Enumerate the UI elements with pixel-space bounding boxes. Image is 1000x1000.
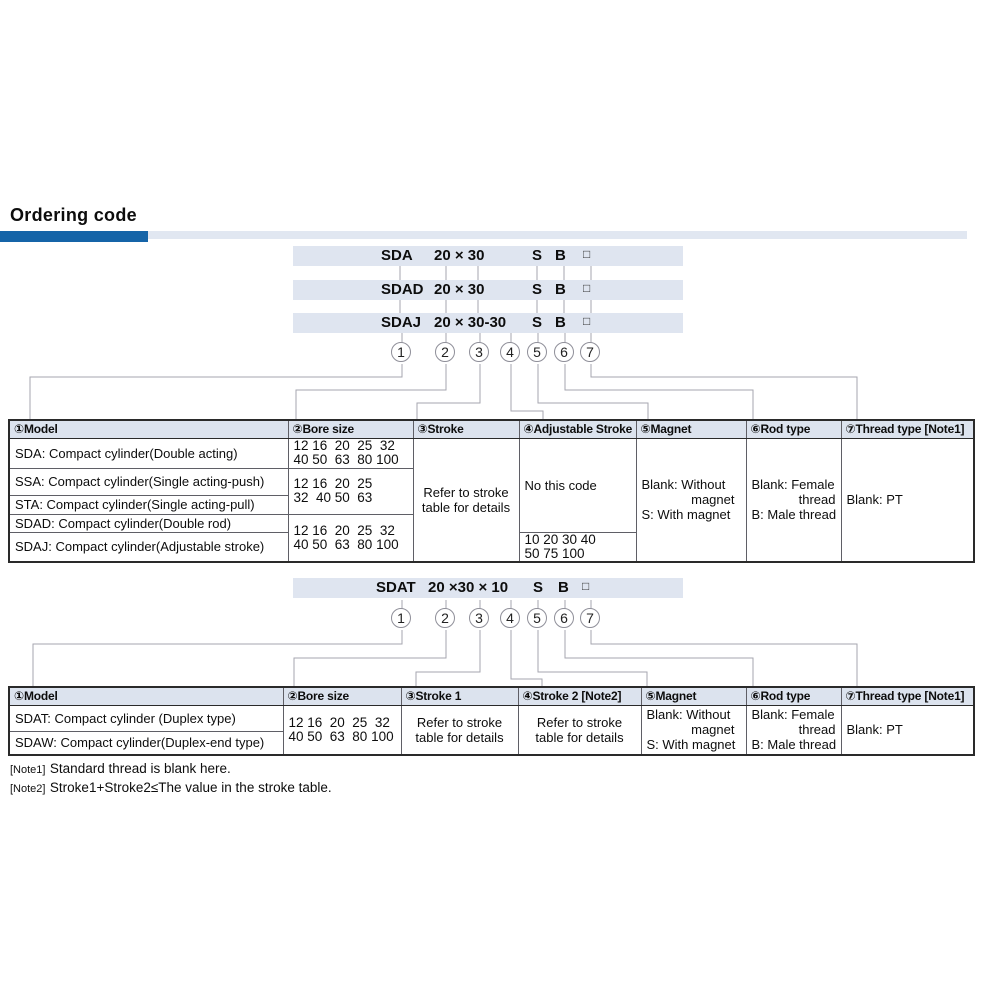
blank-option-box-icon: □ bbox=[582, 579, 590, 593]
t1-stroke-cell: Refer to stroke table for details bbox=[412, 437, 520, 562]
t1-header-model: ①Model bbox=[8, 419, 289, 439]
position-marker-5: 5 bbox=[527, 608, 547, 628]
t2-model-sdaw: SDAW: Compact cylinder(Duplex-end type) bbox=[8, 730, 284, 756]
magnet-option-blank: Blank: Without bbox=[641, 477, 726, 492]
position-marker-2: 2 bbox=[435, 342, 455, 362]
t1-bore-ssa-sta: 12 16 20 25 32 40 50 63 bbox=[287, 467, 414, 515]
code-rod: B bbox=[555, 247, 566, 264]
t1-model-sda: SDA: Compact cylinder(Double acting) bbox=[8, 437, 289, 469]
position-marker-2: 2 bbox=[435, 608, 455, 628]
t2-thread-type-cell: Blank: PT bbox=[840, 704, 975, 756]
magnet-option-s: S: With magnet bbox=[646, 737, 736, 753]
code-magnet: S bbox=[532, 314, 543, 331]
magnet-option-blank-cont: magnet bbox=[691, 722, 735, 738]
title-rule-dark bbox=[0, 231, 148, 242]
t1-adjustable-stroke-cell: No this code bbox=[518, 437, 637, 533]
blank-option-box-icon: □ bbox=[583, 247, 591, 261]
t1-bore-sda: 12 16 20 25 32 40 50 63 80 100 bbox=[287, 437, 414, 469]
t2-model-sdat: SDAT: Compact cylinder (Duplex type) bbox=[8, 704, 284, 732]
code-bar-sdad: SDAD 20 × 30 S B □ bbox=[293, 280, 683, 300]
t2-magnet-cell: Blank: Without magnet S: With magnet bbox=[640, 704, 747, 756]
t2-stroke1-cell: Refer to stroke table for details bbox=[400, 704, 519, 756]
rod-option-blank: Blank: Female bbox=[751, 707, 835, 723]
footnote-1: [Note1] Standard thread is blank here. bbox=[10, 760, 231, 778]
t1-model-sta: STA: Compact cylinder(Single acting-pull… bbox=[8, 494, 289, 515]
code-size: 20 × 30 bbox=[434, 281, 485, 298]
position-marker-1: 1 bbox=[391, 608, 411, 628]
position-marker-1: 1 bbox=[391, 342, 411, 362]
position-marker-6: 6 bbox=[554, 608, 574, 628]
code-model: SDAT bbox=[376, 579, 416, 596]
position-marker-3: 3 bbox=[469, 342, 489, 362]
code-size: 20 ×30 × 10 bbox=[428, 579, 509, 596]
code-magnet: S bbox=[532, 281, 543, 298]
footnote-text: Stroke1+Stroke2≤The value in the stroke … bbox=[49, 780, 332, 795]
code-model: SDA bbox=[381, 247, 413, 264]
t1-header-adjustable-stroke: ④Adjustable Stroke bbox=[518, 419, 637, 439]
t2-header-model: ①Model bbox=[8, 686, 284, 706]
code-bar-sdat: SDAT 20 ×30 × 10 S B □ bbox=[293, 578, 683, 598]
t2-stroke2-cell: Refer to stroke table for details bbox=[517, 704, 642, 756]
ordering-table-2: ①Model ②Bore size ③Stroke 1 ④Stroke 2 [N… bbox=[8, 686, 975, 756]
t1-bore-sdad-sdaj: 12 16 20 25 32 40 50 63 80 100 bbox=[287, 513, 414, 562]
t2-rod-type-cell: Blank: Female thread B: Male thread bbox=[745, 704, 842, 756]
code-magnet: S bbox=[533, 579, 544, 596]
code-size: 20 × 30 bbox=[434, 247, 485, 264]
code-size: 20 × 30-30 bbox=[434, 314, 507, 331]
t1-header-thread-type: ⑦Thread type [Note1] bbox=[840, 419, 975, 439]
position-marker-7: 7 bbox=[580, 608, 600, 628]
t2-header-stroke2: ④Stroke 2 [Note2] bbox=[517, 686, 642, 706]
code-rod: B bbox=[558, 579, 569, 596]
rod-option-blank-cont: thread bbox=[798, 722, 836, 738]
t1-model-sdaj: SDAJ: Compact cylinder(Adjustable stroke… bbox=[8, 531, 289, 562]
t1-header-stroke: ③Stroke bbox=[412, 419, 520, 439]
position-marker-5: 5 bbox=[527, 342, 547, 362]
code-bar-sdaj: SDAJ 20 × 30-30 S B □ bbox=[293, 313, 683, 333]
rod-option-blank: Blank: Female bbox=[751, 477, 835, 492]
magnet-option-blank-cont: magnet bbox=[691, 492, 735, 507]
t1-thread-type-cell: Blank: PT bbox=[840, 437, 975, 562]
t2-header-thread-type: ⑦Thread type [Note1] bbox=[840, 686, 975, 706]
t1-header-rod-type: ⑥Rod type bbox=[745, 419, 842, 439]
t2-header-stroke1: ③Stroke 1 bbox=[400, 686, 519, 706]
rod-option-b: B: Male thread bbox=[751, 507, 837, 522]
t1-rod-type-cell: Blank: Female thread B: Male thread bbox=[745, 437, 842, 562]
rod-option-blank-cont: thread bbox=[798, 492, 836, 507]
title-rule-light bbox=[0, 231, 967, 239]
footnote-tag: [Note2] bbox=[10, 783, 46, 795]
t1-header-magnet: ⑤Magnet bbox=[635, 419, 747, 439]
footnote-2: [Note2] Stroke1+Stroke2≤The value in the… bbox=[10, 779, 332, 797]
position-marker-4: 4 bbox=[500, 342, 520, 362]
code-bar-sda: SDA 20 × 30 S B □ bbox=[293, 246, 683, 266]
code-magnet: S bbox=[532, 247, 543, 264]
code-rod: B bbox=[555, 281, 566, 298]
t2-header-rod-type: ⑥Rod type bbox=[745, 686, 842, 706]
position-marker-6: 6 bbox=[554, 342, 574, 362]
magnet-option-blank: Blank: Without bbox=[646, 707, 731, 723]
t2-header-magnet: ⑤Magnet bbox=[640, 686, 747, 706]
t1-model-sdad: SDAD: Compact cylinder(Double rod) bbox=[8, 513, 289, 533]
ordering-table-1: ①Model ②Bore size ③Stroke ④Adjustable St… bbox=[8, 419, 975, 563]
position-marker-4: 4 bbox=[500, 608, 520, 628]
t1-magnet-cell: Blank: Without magnet S: With magnet bbox=[635, 437, 747, 562]
footnote-text: Standard thread is blank here. bbox=[49, 761, 231, 776]
code-model: SDAD bbox=[381, 281, 424, 298]
blank-option-box-icon: □ bbox=[583, 281, 591, 295]
footnote-tag: [Note1] bbox=[10, 764, 46, 776]
t1-adjustable-stroke-values: 10 20 30 40 50 75 100 bbox=[518, 531, 637, 562]
t2-bore-cell: 12 16 20 25 32 40 50 63 80 100 bbox=[282, 704, 402, 756]
t1-model-ssa: SSA: Compact cylinder(Single acting-push… bbox=[8, 467, 289, 496]
position-marker-7: 7 bbox=[580, 342, 600, 362]
magnet-option-s: S: With magnet bbox=[641, 507, 731, 522]
position-marker-3: 3 bbox=[469, 608, 489, 628]
rod-option-b: B: Male thread bbox=[751, 737, 837, 753]
page-title: Ordering code bbox=[10, 205, 137, 225]
code-model: SDAJ bbox=[381, 314, 422, 331]
code-rod: B bbox=[555, 314, 566, 331]
t1-header-bore: ②Bore size bbox=[287, 419, 414, 439]
t2-header-bore: ②Bore size bbox=[282, 686, 402, 706]
blank-option-box-icon: □ bbox=[583, 314, 591, 328]
